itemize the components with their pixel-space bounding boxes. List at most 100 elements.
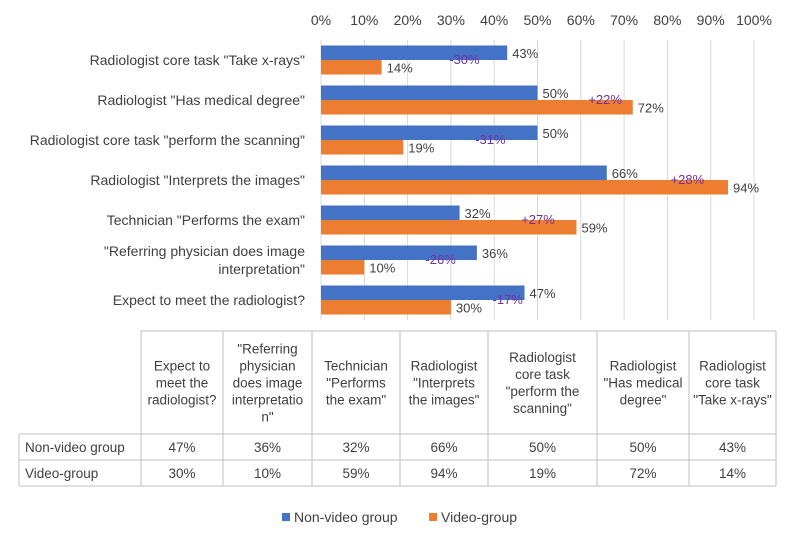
- x-tick-label: 40%: [480, 12, 508, 28]
- category-label: interpretation": [218, 261, 305, 277]
- table-row-label: Video-group: [25, 466, 98, 481]
- x-tick-label: 80%: [653, 12, 681, 28]
- table-header: "Interprets: [413, 376, 475, 391]
- data-label: 47%: [530, 286, 556, 301]
- x-tick-label: 70%: [610, 12, 638, 28]
- table-cell: 43%: [719, 440, 746, 455]
- category-label: Radiologist core task "perform the scann…: [30, 132, 305, 148]
- table-header: "Has medical: [603, 376, 682, 391]
- bar-non-video: [321, 45, 508, 60]
- data-label: 43%: [512, 46, 538, 61]
- x-tick-label: 30%: [437, 12, 465, 28]
- category-labels: Radiologist core task "Take x-rays" Radio…: [30, 52, 306, 308]
- table-header: Radiologist: [509, 350, 576, 365]
- bars: [321, 45, 729, 315]
- data-label: 19%: [408, 140, 434, 155]
- table-header: does image: [233, 376, 303, 391]
- difference-label: +22%: [588, 92, 622, 107]
- table-header: Radiologist: [699, 359, 766, 374]
- table-cell: 19%: [529, 466, 556, 481]
- bar-video: [321, 260, 365, 275]
- difference-label: +28%: [671, 172, 705, 187]
- table-cell: 59%: [342, 466, 369, 481]
- legend-label: Non-video group: [294, 509, 398, 525]
- category-label: Radiologist "Interprets the images": [90, 172, 305, 188]
- table-header: core task: [705, 376, 760, 391]
- bar-video: [321, 60, 382, 75]
- table-header: Technician: [324, 359, 388, 374]
- data-label: 72%: [638, 100, 664, 115]
- table-header: "Performs: [326, 376, 386, 391]
- x-tick-label: 50%: [523, 12, 551, 28]
- table-header: Radiologist: [610, 359, 677, 374]
- table-header: core task: [515, 367, 570, 382]
- table-cell: 30%: [168, 466, 195, 481]
- table-row-label: Non-video group: [25, 440, 125, 455]
- table-cell: 14%: [719, 466, 746, 481]
- x-tick-label: 100%: [736, 12, 772, 28]
- difference-label: -26%: [425, 252, 456, 267]
- table-header: "perform the: [506, 384, 580, 399]
- bar-non-video: [321, 205, 460, 220]
- data-label: 59%: [581, 220, 607, 235]
- table-header: the images": [409, 393, 480, 408]
- bar-video: [321, 100, 633, 115]
- table-header: Expect to: [154, 359, 210, 374]
- data-label: 10%: [369, 260, 395, 275]
- x-tick-label: 0%: [311, 12, 331, 28]
- x-tick-label: 60%: [567, 12, 595, 28]
- difference-label: +27%: [521, 212, 555, 227]
- bar-video: [321, 300, 451, 315]
- legend: Non-video group Video-group: [282, 509, 517, 525]
- table-header: radiologist?: [147, 393, 216, 408]
- table-cell: 72%: [629, 466, 656, 481]
- value-labels: 43% 14% 50% 72% 50% 19% 66% 94% 32% 59% 36% 10% 47% 3…: [369, 46, 759, 316]
- table-cell: 10%: [254, 466, 281, 481]
- bar-video: [321, 180, 729, 195]
- category-label: Radiologist "Has medical degree": [97, 92, 305, 108]
- category-label: Technician "Performs the exam": [107, 212, 305, 228]
- legend-label: Video-group: [441, 509, 517, 525]
- data-label: 36%: [482, 246, 508, 261]
- category-label: Radiologist core task "Take x-rays": [90, 52, 305, 68]
- table-header: "Take x-rays": [693, 393, 772, 408]
- table-cell: 32%: [342, 440, 369, 455]
- table-header: "Referring: [237, 342, 297, 357]
- table-cell: 50%: [529, 440, 556, 455]
- x-tick-label: 10%: [350, 12, 378, 28]
- difference-label: -31%: [475, 132, 506, 147]
- difference-label: -17%: [493, 292, 524, 307]
- data-label: 32%: [465, 206, 491, 221]
- bar-non-video: [321, 165, 607, 180]
- data-label: 94%: [733, 180, 759, 195]
- legend-swatch-video: [429, 513, 437, 521]
- table-header: physician: [239, 359, 295, 374]
- data-label: 30%: [456, 300, 482, 315]
- table-cell: 94%: [430, 466, 457, 481]
- table-header: n": [261, 410, 274, 425]
- table-header: interpretatio: [232, 393, 303, 408]
- table-header: scanning": [513, 401, 572, 416]
- table-header: the exam": [326, 393, 387, 408]
- table-cell: 66%: [430, 440, 457, 455]
- difference-labels: -30% +22% -31% +28% +27% -26% -17%: [425, 52, 704, 307]
- data-label: 50%: [543, 126, 569, 141]
- category-label: "Referring physician does image: [104, 243, 305, 259]
- bar-non-video: [321, 125, 538, 140]
- table-cell: 36%: [254, 440, 281, 455]
- table-header: Radiologist: [411, 359, 478, 374]
- bar-non-video: [321, 285, 525, 300]
- x-tick-label: 20%: [394, 12, 422, 28]
- data-label: 66%: [612, 166, 638, 181]
- category-label: Expect to meet the radiologist?: [113, 292, 305, 308]
- bar-non-video: [321, 245, 477, 260]
- x-tick-label: 90%: [697, 12, 725, 28]
- bar-video: [321, 140, 404, 155]
- difference-label: -30%: [449, 52, 480, 67]
- data-table: Expect to meet the radiologist? "Referring p…: [18, 330, 777, 487]
- legend-swatch-non-video: [282, 513, 290, 521]
- table-header: degree": [620, 393, 667, 408]
- x-axis-ticks: 0% 10% 20% 30% 40% 50% 60% 70% 80% 90% 100%: [311, 12, 772, 28]
- table-header: meet the: [156, 376, 209, 391]
- bar-non-video: [321, 85, 538, 100]
